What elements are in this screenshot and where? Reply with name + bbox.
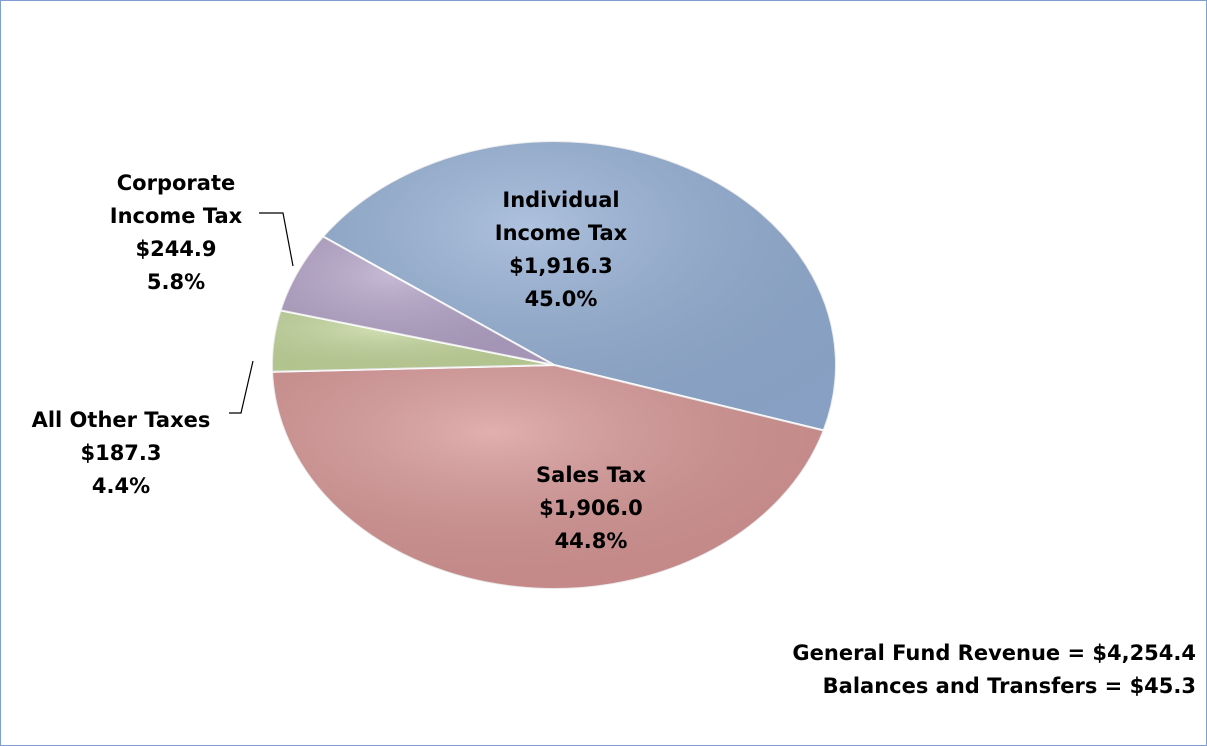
percent-label: 44.8% (554, 529, 628, 553)
slice-shade (322, 140, 836, 431)
amount-label: $1,906.0 (539, 496, 643, 520)
category-label: Sales Tax (536, 463, 646, 487)
note: Balances and Transfers = $45.3 (822, 674, 1196, 698)
note: General Fund Revenue = $4,254.4 (792, 641, 1196, 665)
category-label: Corporate Income Tax (109, 171, 243, 228)
slice-label: All Other Taxes $187.3 4.4% (1, 404, 241, 503)
slice-shade (272, 365, 824, 589)
slice-shade (280, 236, 554, 365)
percent-label: 5.8% (146, 270, 206, 294)
slice-label: Corporate Income Tax $244.9 5.8% (91, 167, 261, 299)
leader-line (229, 360, 254, 414)
category-label: All Other Taxes (31, 408, 211, 432)
percent-label: 4.4% (91, 474, 151, 498)
amount-label: $187.3 (80, 441, 162, 465)
slice-label: Sales Tax $1,906.0 44.8% (481, 459, 701, 558)
category-label: Individual Income Tax (494, 188, 628, 245)
percent-label: 45.0% (524, 287, 598, 311)
slice-shade (272, 310, 554, 372)
leader-line (259, 212, 294, 267)
amount-label: $1,916.3 (509, 254, 613, 278)
amount-label: $244.9 (135, 237, 217, 261)
slice-label: Individual Income Tax $1,916.3 45.0% (461, 184, 661, 316)
